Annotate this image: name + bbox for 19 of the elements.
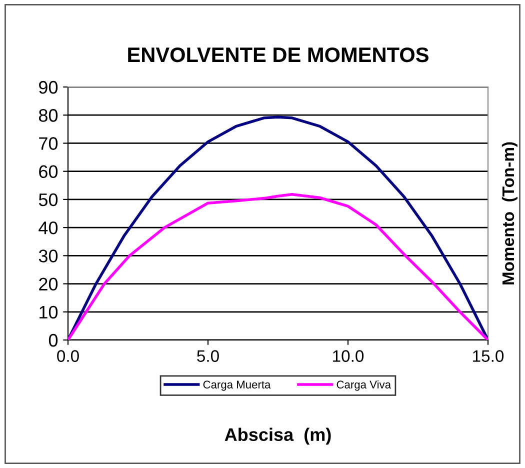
x-tick-label: 0.0 bbox=[57, 350, 79, 362]
y-tick-label: 40 bbox=[38, 221, 58, 234]
y-tick-label: 80 bbox=[38, 109, 58, 122]
y-tick-label: 10 bbox=[40, 306, 58, 319]
y-tick-label: 0 bbox=[48, 334, 58, 347]
x-tick-label: 5.0 bbox=[197, 350, 219, 362]
y-axis-title: Momento (Ton-m) bbox=[502, 142, 518, 284]
y-tick-label: 60 bbox=[39, 165, 58, 178]
y-tick-label: 90 bbox=[39, 80, 58, 94]
y-tick-label: 30 bbox=[38, 250, 58, 262]
legend-label: Carga Muerta bbox=[203, 380, 271, 391]
y-tick-label: 50 bbox=[38, 193, 58, 206]
y-tick-label: 20 bbox=[39, 278, 58, 290]
legend-label: Carga Viva bbox=[336, 380, 392, 391]
x-axis-title: Abscisa (m) bbox=[224, 428, 331, 445]
x-tick-label: 15.0 bbox=[473, 350, 504, 362]
y-tick-label: 70 bbox=[39, 137, 58, 150]
x-tick-label: 10.0 bbox=[333, 350, 364, 362]
chart-title: ENVOLVENTE DE MOMENTOS bbox=[128, 47, 428, 62]
